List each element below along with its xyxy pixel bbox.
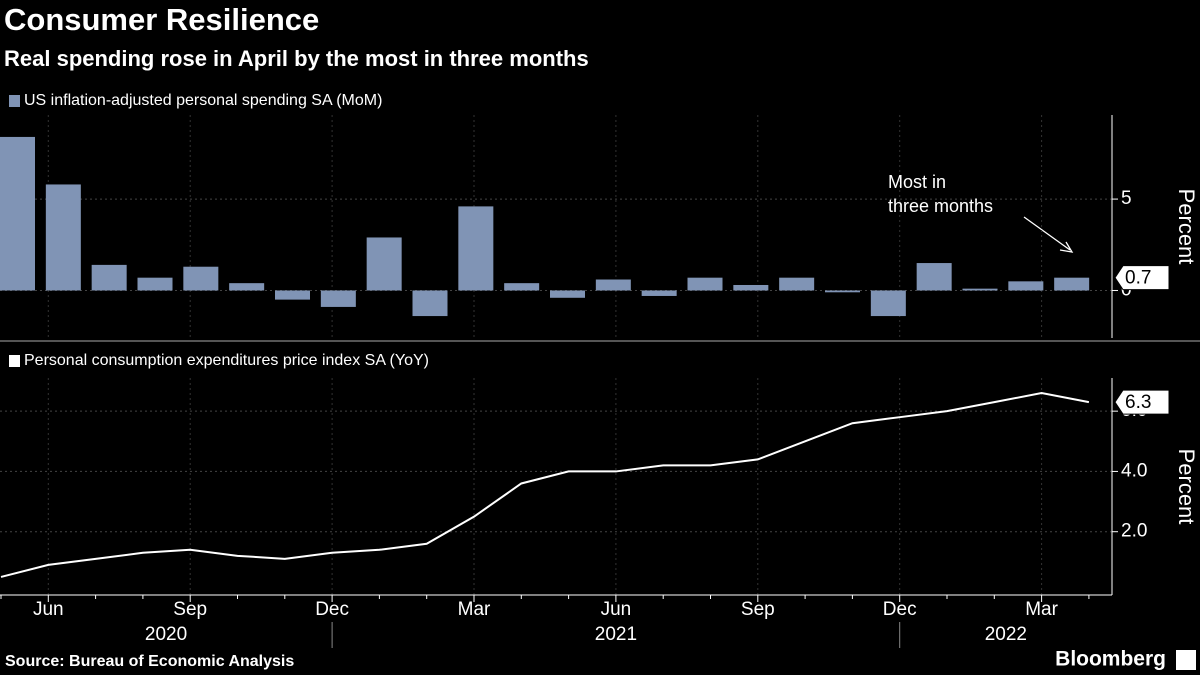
y-tick-label: 4.0 — [1121, 460, 1147, 481]
brand-icon — [1176, 650, 1196, 670]
bar — [825, 290, 860, 293]
bar — [275, 290, 310, 300]
bar — [962, 288, 998, 291]
subtitle: Real spending rose in April by the most … — [4, 46, 589, 71]
y-axis-label: Percent — [1174, 189, 1199, 265]
bar — [45, 184, 81, 291]
x-tick-label: Sep — [741, 599, 775, 620]
legend-label: Personal consumption expenditures price … — [24, 352, 429, 369]
annotation: Most in — [888, 172, 946, 192]
x-tick-label: Mar — [458, 599, 491, 620]
bar — [366, 237, 402, 291]
bar — [916, 263, 952, 291]
value-box — [1114, 265, 1170, 291]
bar — [779, 277, 815, 291]
bar — [137, 277, 173, 291]
bar — [595, 279, 631, 291]
legend-swatch — [9, 355, 20, 367]
x-group-label: 2020 — [145, 624, 187, 645]
title: Consumer Resilience — [4, 2, 319, 37]
annotation-arrow — [1023, 216, 1074, 253]
source: Source: Bureau of Economic Analysis — [5, 653, 294, 670]
bar — [504, 283, 540, 291]
value-label: 0.7 — [1125, 268, 1151, 289]
bar — [1008, 281, 1044, 291]
bar — [320, 290, 356, 307]
x-tick-label: Mar — [1025, 599, 1058, 620]
line — [0, 392, 1090, 578]
legend-label: US inflation-adjusted personal spending … — [24, 92, 382, 109]
bar — [229, 283, 265, 291]
y-tick-label: 5 — [1121, 188, 1132, 209]
legend-swatch — [9, 95, 20, 107]
x-group-label: 2021 — [595, 624, 637, 645]
brand: Bloomberg — [1055, 648, 1166, 671]
x-tick-label: Dec — [315, 599, 349, 620]
bar — [91, 264, 127, 291]
bar — [183, 266, 219, 291]
bar — [733, 284, 769, 291]
bar — [0, 136, 35, 291]
annotation: three months — [888, 196, 993, 216]
x-tick-label: Jun — [601, 599, 632, 620]
y-axis-label: Percent — [1174, 449, 1199, 525]
bar — [870, 290, 906, 317]
x-tick-label: Dec — [883, 599, 917, 620]
bar — [458, 206, 494, 291]
bar — [412, 290, 448, 317]
bar — [641, 290, 677, 296]
value-box — [1114, 389, 1170, 415]
x-group-label: 2022 — [985, 624, 1027, 645]
bar — [550, 290, 585, 298]
x-tick-label: Jun — [33, 599, 64, 620]
value-label: 6.3 — [1125, 392, 1151, 413]
bar — [1054, 277, 1090, 291]
y-tick-label: 2.0 — [1121, 521, 1147, 542]
x-tick-label: Sep — [173, 599, 207, 620]
bar — [687, 277, 723, 291]
